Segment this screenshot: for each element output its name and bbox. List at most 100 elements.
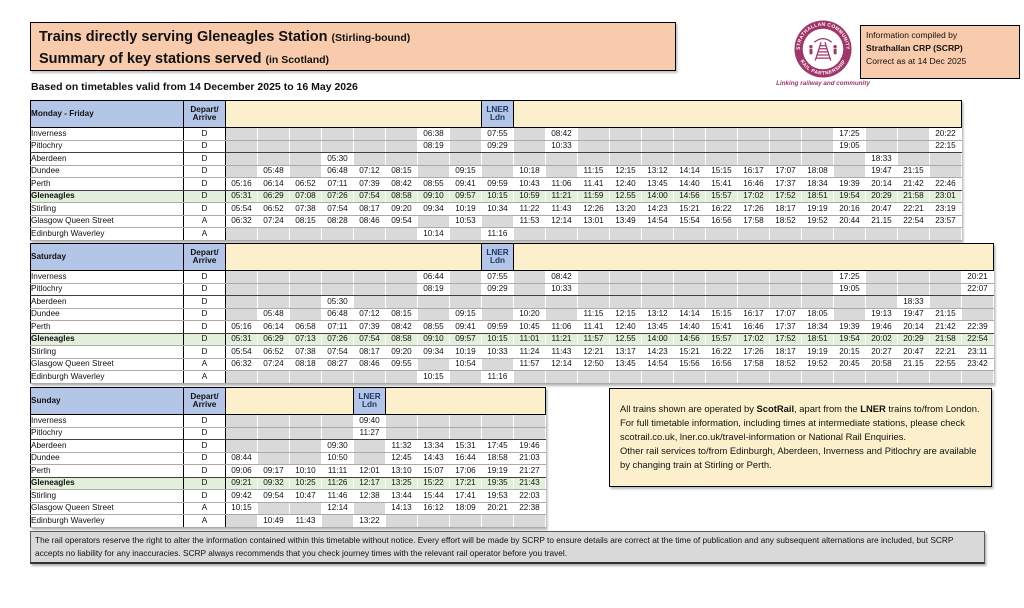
header-band-cell <box>769 100 802 128</box>
depart-arrive-flag: D <box>183 345 226 359</box>
time-cell <box>705 152 738 166</box>
depart-arrive-flag: D <box>183 477 226 490</box>
operator-note: All trains shown are operated by ScotRai… <box>609 388 992 487</box>
time-cell: 12:15 <box>609 165 642 178</box>
time-cell: 15:41 <box>705 177 738 191</box>
time-cell <box>929 152 962 166</box>
station-name: Edinburgh Waverley <box>30 370 184 384</box>
time-cell: 18:52 <box>769 215 802 228</box>
time-cell <box>449 152 482 166</box>
header-band-cell <box>321 243 354 271</box>
time-cell <box>737 270 770 284</box>
title-main-1: Trains directly serving Gleneagles Stati… <box>39 29 328 45</box>
day-title: Saturday <box>30 243 184 271</box>
time-cell: 07:08 <box>289 190 322 203</box>
time-cell <box>961 308 994 321</box>
time-cell <box>865 270 898 284</box>
time-cell: 21:15 <box>929 308 962 321</box>
header-band-cell <box>257 387 290 415</box>
time-cell: 10:15 <box>481 190 514 203</box>
time-cell: 10:19 <box>449 345 482 359</box>
time-cell <box>257 452 290 465</box>
time-cell: 12:17 <box>353 477 386 490</box>
time-cell: 22:07 <box>961 283 994 296</box>
time-cell: 10:20 <box>513 308 546 321</box>
time-cell: 16:46 <box>737 177 770 191</box>
title-line-1: Trains directly serving Gleneagles Stati… <box>39 26 667 48</box>
time-cell: 09:55 <box>385 358 418 371</box>
time-cell: 07:39 <box>353 320 386 334</box>
time-cell <box>385 127 418 141</box>
depart-arrive-label-line: Arrive <box>192 400 217 409</box>
time-cell: 16:17 <box>737 165 770 178</box>
time-cell: 09:34 <box>417 345 450 359</box>
time-cell: 16:56 <box>705 358 738 371</box>
time-cell <box>385 427 418 440</box>
time-cell <box>705 270 738 284</box>
time-cell: 20:44 <box>833 215 866 228</box>
time-cell <box>225 152 258 166</box>
time-cell <box>641 127 674 141</box>
header-band-cell <box>385 100 418 128</box>
time-cell <box>929 227 962 241</box>
time-cell: 15:21 <box>673 202 706 216</box>
time-cell: 19:05 <box>833 283 866 296</box>
time-cell: 16:46 <box>737 320 770 334</box>
header-band-cell <box>513 387 546 415</box>
time-cell: 06:38 <box>417 127 450 141</box>
time-cell <box>577 127 610 141</box>
time-cell <box>385 414 418 428</box>
station-row: Glasgow Queen Street A 06:32 07:24 08:15 08:2… <box>30 215 962 228</box>
time-cell: 06:52 <box>257 202 290 216</box>
header-band-cell <box>257 100 290 128</box>
depart-arrive-flag: D <box>183 333 226 346</box>
time-cell <box>673 127 706 141</box>
time-cell <box>513 295 546 309</box>
time-cell: 05:48 <box>257 308 290 321</box>
time-cell <box>257 414 290 428</box>
time-cell: 18:34 <box>801 320 834 334</box>
time-cell <box>641 227 674 241</box>
station-row: Gleneagles D 05:31 06:29 07:13 07:26 07:54 08:5… <box>30 333 994 346</box>
time-cell: 20:14 <box>865 177 898 191</box>
depart-arrive-flag: A <box>183 514 226 528</box>
station-name: Perth <box>30 177 184 191</box>
time-cell: 12:26 <box>577 202 610 216</box>
time-cell: 05:30 <box>321 152 354 166</box>
time-cell: 11:21 <box>545 333 578 346</box>
time-cell: 11:57 <box>577 333 610 346</box>
time-cell: 11:59 <box>577 190 610 203</box>
header-band-cell <box>321 100 354 128</box>
time-cell: 10:33 <box>545 283 578 296</box>
time-cell: 22:03 <box>513 489 546 503</box>
time-cell: 09:17 <box>257 464 290 478</box>
time-cell: 19:47 <box>865 165 898 178</box>
time-cell: 08:55 <box>417 177 450 191</box>
depart-arrive-header: Depart/Arrive <box>183 243 226 271</box>
time-cell <box>481 295 514 309</box>
station-row: Perth D 05:16 06:14 06:52 07:11 07:39 08:42 08:5… <box>30 177 962 191</box>
time-cell: 14:14 <box>673 165 706 178</box>
station-row: Inverness D 09:40 <box>30 414 546 428</box>
time-cell: 13:01 <box>577 215 610 228</box>
time-cell <box>705 140 738 153</box>
time-cell: 07:26 <box>321 333 354 346</box>
time-cell: 10:45 <box>513 320 546 334</box>
station-row: Aberdeen D 05:30 18:33 <box>30 295 994 309</box>
time-cell: 20:15 <box>833 345 866 359</box>
time-cell <box>609 283 642 296</box>
time-cell <box>289 140 322 153</box>
header-band-cell <box>449 243 482 271</box>
depart-arrive-flag: D <box>183 464 226 478</box>
time-cell: 14:00 <box>641 190 674 203</box>
time-cell <box>801 127 834 141</box>
header-band-cell <box>929 100 962 128</box>
time-cell <box>257 502 290 515</box>
time-cell <box>385 227 418 241</box>
header-band-cell <box>801 100 834 128</box>
time-cell: 08:17 <box>353 345 386 359</box>
time-cell <box>481 215 514 228</box>
header-band-cell <box>289 100 322 128</box>
time-cell: 08:15 <box>385 308 418 321</box>
time-cell: 10:25 <box>289 477 322 490</box>
